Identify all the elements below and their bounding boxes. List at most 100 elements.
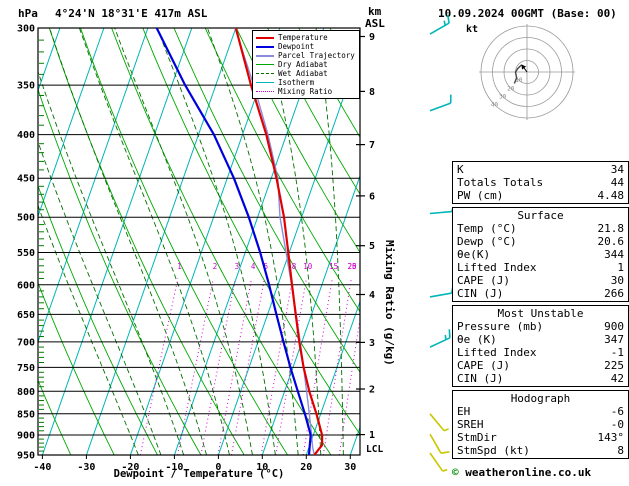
legend-item: Isotherm	[256, 78, 356, 87]
stat-value: 4.48	[597, 189, 625, 202]
hodograph-ring-label: 20	[507, 85, 515, 92]
stat-value: -1	[610, 346, 624, 359]
plot-border	[37, 27, 361, 456]
stat-row: CAPE (J) 225	[457, 359, 624, 372]
copyright-text: weatheronline.co.uk	[465, 466, 592, 479]
station-title: 4°24'N 18°31'E 417m ASL	[55, 7, 208, 20]
isotherm-lines	[38, 28, 360, 455]
stat-value: 225	[604, 359, 624, 372]
stat-row: K 34	[457, 163, 624, 176]
pressure-tick-label: 300	[17, 24, 35, 35]
wind-barb	[429, 94, 452, 112]
legend-label: Dry Adiabat	[278, 60, 328, 69]
storm-motion-arrowhead	[521, 64, 527, 70]
legend: Temperature Dewpoint Parcel Trajectory Dry …	[252, 30, 360, 99]
temp-tick-label: -20	[121, 462, 139, 473]
panel-most-unstable: Most Unstable Pressure (mb) 900 θe (K) 347 Li…	[452, 305, 629, 387]
stat-row: CAPE (J) 30	[457, 274, 624, 287]
lcl-label: LCL	[366, 444, 383, 455]
km-tick-label: 7	[369, 140, 375, 151]
pressure-tick-label: 750	[17, 363, 35, 374]
stat-label: K	[457, 163, 464, 176]
stat-value: -0	[610, 418, 624, 431]
pressure-tick-label: 600	[17, 280, 35, 291]
wind-barb-column	[429, 14, 454, 472]
mixing-ratio-lines	[139, 278, 360, 455]
wind-barb	[429, 433, 450, 454]
km-tick-label: 3	[369, 338, 375, 349]
legend-label: Temperature	[278, 33, 328, 42]
stat-row: Pressure (mb) 900	[457, 320, 624, 333]
legend-item: Mixing Ratio	[256, 87, 356, 96]
km-tick-label: 9	[369, 32, 375, 43]
legend-label: Parcel Trajectory	[278, 51, 355, 60]
pressure-tick-label: 800	[17, 387, 35, 398]
panel-header: Most Unstable	[497, 307, 584, 320]
stat-row: θe(K) 344	[457, 248, 624, 261]
mixing-ratio-value: 8	[292, 262, 297, 271]
stat-row: CIN (J) 266	[457, 287, 624, 300]
mixing-ratio-value: 3	[235, 262, 240, 271]
wind-barb	[429, 284, 454, 298]
legend-line-sample	[256, 73, 274, 74]
mixing-ratio-value: 10	[303, 262, 313, 271]
km-asl-axis: 1 2 3 4 5 6 7 8 9	[356, 32, 375, 441]
wind-barb	[429, 329, 451, 348]
km-tick-label: 5	[369, 241, 375, 252]
pressure-tick-labels: 300 350 400 450 500 550 600 650 700 750 800 850 900 9…	[17, 24, 35, 462]
stat-label: Totals Totals	[457, 176, 544, 189]
pressure-tick-label: 400	[17, 130, 35, 141]
stat-label: EH	[457, 405, 471, 418]
stat-value: 347	[604, 333, 624, 346]
hodograph-ring	[480, 25, 574, 119]
panel-indices: K 34 Totals Totals 44 PW (cm) 4.48	[452, 161, 629, 204]
stat-label: PW (cm)	[457, 189, 504, 202]
panel-header: Hodograph	[510, 392, 571, 405]
stat-row: SREH -0	[457, 418, 624, 431]
stat-row: Totals Totals 44	[457, 176, 624, 189]
legend-label: Wet Adiabat	[278, 69, 328, 78]
pressure-tick-label: 550	[17, 248, 35, 259]
stat-value: 34	[610, 163, 624, 176]
legend-line-sample	[256, 64, 274, 65]
stat-label: Lifted Index	[457, 346, 537, 359]
asl-unit-label: ASL	[365, 17, 385, 30]
hodograph-unit-label: kt	[466, 24, 479, 35]
stat-label: CIN (J)	[457, 372, 504, 385]
stat-label: CAPE (J)	[457, 274, 510, 287]
temp-tick-label: 0	[215, 462, 221, 473]
legend-line-sample	[256, 36, 274, 39]
stat-value: 44	[610, 176, 624, 189]
stat-value: 266	[604, 287, 624, 300]
stat-row: Temp (°C) 21.8	[457, 222, 624, 235]
stat-value: 42	[610, 372, 624, 385]
profile-curves	[155, 28, 324, 455]
temp-tick-label: -30	[77, 462, 95, 473]
mixing-ratio-value: 5	[264, 262, 269, 271]
stat-label: StmDir	[457, 431, 497, 444]
stat-value: 21.8	[597, 222, 625, 235]
hodograph-ring-label: 30	[499, 93, 507, 100]
mixing-ratio-value: 20	[347, 262, 357, 271]
stat-label: Lifted Index	[457, 261, 537, 274]
legend-item: Temperature	[256, 33, 356, 42]
km-tick-label: 6	[369, 191, 375, 202]
pressure-unit-label: hPa	[18, 7, 38, 20]
wind-barb	[429, 14, 450, 35]
stat-label: θe (K)	[457, 333, 497, 346]
pressure-tick-label: 700	[17, 337, 35, 348]
km-unit-label: km	[368, 5, 382, 18]
stat-value: 20.6	[597, 235, 625, 248]
datetime-label: 10.09.2024 00GMT (Base: 00)	[438, 7, 617, 20]
mixing-ratio-value: 2	[213, 262, 218, 271]
stat-value: 8	[617, 444, 624, 457]
minor-pressure-ticks	[39, 39, 44, 452]
dry-adiabat-lines	[38, 28, 360, 455]
pressure-tick-label: 850	[17, 409, 35, 420]
legend-label: Dewpoint	[278, 42, 315, 51]
pressure-tick-label: 950	[17, 451, 35, 462]
